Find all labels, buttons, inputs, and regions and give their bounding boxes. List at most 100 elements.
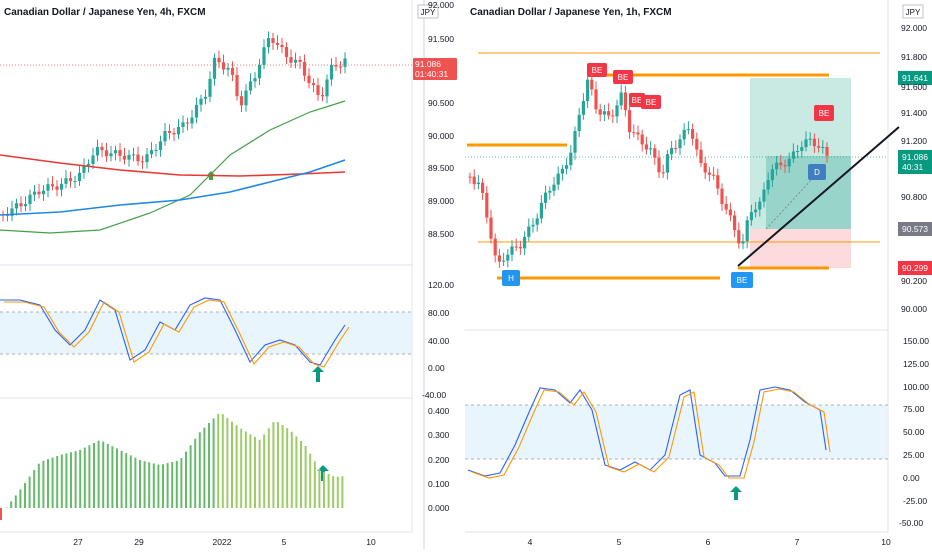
left-candle-body: [131, 154, 136, 156]
right-stoch-band: [465, 405, 888, 459]
left-histogram-bar: [97, 440, 100, 508]
left-candle-body: [275, 42, 280, 45]
right-y-tick: 91.200: [901, 136, 927, 146]
left-histogram-bar: [286, 428, 289, 508]
left-x-tick: 5: [282, 537, 287, 547]
right-candle-body: [527, 226, 531, 237]
left-candle-body: [95, 146, 100, 156]
left-candle-body: [55, 186, 59, 190]
left-histogram-bar: [203, 427, 206, 508]
left-osc-tick: 0.400: [428, 406, 450, 416]
pattern-badge-2: [613, 70, 633, 84]
right-y-tick: 90.800: [901, 192, 927, 202]
right-candle-body: [670, 148, 674, 155]
right-stoch-tick: 100.00: [903, 382, 929, 392]
left-histogram-bar: [244, 431, 247, 508]
left-histogram-bar: [111, 446, 114, 508]
right-candle-body: [623, 92, 627, 111]
left-histogram-bar: [19, 489, 22, 508]
right-candle-body: [489, 217, 493, 239]
left-candle-body: [140, 161, 145, 163]
right-candle-body: [640, 134, 644, 145]
left-histogram-bar: [14, 495, 17, 508]
left-histogram-bar: [5, 507, 8, 508]
left-histogram-bar: [208, 423, 210, 508]
left-histogram-bar: [139, 460, 141, 508]
series-layer: [0, 31, 831, 520]
left-stoch-tick: 0.00: [428, 363, 445, 373]
left-y-tick: 92.000: [428, 0, 454, 10]
trend-line[interactable]: [737, 126, 900, 267]
left-candle-body: [73, 181, 77, 183]
left-stoch-axis: 120.00 80.00 40.00 0.00 -40.00: [422, 280, 454, 400]
left-histogram-bar: [267, 428, 270, 508]
pattern-labels: BE BE BE BE BE BE D H: [502, 63, 834, 288]
left-histogram-bar: [70, 452, 72, 508]
left-histogram-bar: [258, 439, 261, 508]
left-chart-title: Canadian Dollar / Japanese Yen, 4h, FXCM: [4, 7, 206, 18]
left-histogram-bar: [221, 414, 224, 508]
right-y-tick: 91.600: [901, 82, 927, 92]
left-candle-body: [302, 61, 307, 76]
right-candle-body: [535, 218, 539, 225]
right-candle-body: [791, 151, 795, 159]
right-candle-body: [758, 201, 762, 210]
frame: [0, 0, 889, 550]
left-histogram-bar: [106, 443, 109, 508]
left-candle-body: [320, 95, 325, 97]
right-candle-body: [665, 154, 669, 173]
right-candle-body: [716, 175, 720, 189]
left-histogram-bar: [231, 421, 233, 508]
left-candle-body: [176, 126, 181, 135]
left-candle-body: [136, 154, 140, 162]
left-histogram-bar: [254, 437, 256, 508]
left-histogram-bar: [290, 431, 293, 508]
left-candle-body: [199, 98, 203, 105]
left-candle-body: [154, 150, 158, 152]
left-stoch-d: [4, 299, 350, 368]
left-candle-body: [37, 191, 41, 195]
left-histogram-bar: [327, 474, 330, 508]
left-histogram-bar: [180, 458, 183, 508]
right-candle-body: [817, 146, 821, 148]
right-candle-body: [581, 101, 585, 115]
left-histogram-bar: [157, 464, 160, 508]
left-candle-body: [212, 57, 217, 79]
left-histogram-bar: [83, 447, 86, 508]
left-candle-body: [244, 90, 248, 106]
left-candle-body: [149, 150, 154, 155]
right-candle-body: [506, 254, 510, 261]
left-candle-body: [311, 83, 316, 86]
right-candle-body: [493, 238, 497, 256]
left-candle-body: [280, 44, 284, 48]
right-candle-body: [644, 144, 648, 150]
right-candle-body: [518, 246, 522, 249]
left-candle-body: [298, 59, 302, 62]
left-histogram-bar: [194, 438, 197, 508]
left-histogram-bar: [240, 428, 243, 508]
sl-badge: [898, 261, 932, 275]
left-candle-body: [334, 65, 338, 67]
right-candle-body: [569, 152, 573, 166]
right-candle-body: [523, 236, 527, 249]
right-y-tick: 91.800: [901, 52, 927, 62]
right-stoch-d: [471, 388, 831, 479]
left-candle-body: [109, 153, 113, 157]
right-currency-tag[interactable]: [902, 4, 924, 19]
right-candle-body: [628, 110, 632, 133]
left-histogram-bar: [102, 441, 105, 508]
left-currency-tag[interactable]: [417, 4, 439, 19]
right-candle-body: [825, 146, 829, 156]
left-histogram-bar: [281, 425, 284, 508]
left-candle-body: [28, 194, 32, 205]
right-stoch-tick: 0.00: [903, 473, 920, 483]
right-candle-body: [712, 174, 716, 176]
left-candle-body: [68, 178, 73, 182]
left-candle-body: [271, 38, 275, 43]
left-candle-body: [266, 38, 271, 48]
left-candle-body: [208, 78, 212, 97]
right-candle-body: [741, 241, 745, 244]
left-candle-body: [59, 183, 64, 190]
right-candle-body: [695, 138, 699, 150]
left-candle-body: [32, 191, 37, 195]
